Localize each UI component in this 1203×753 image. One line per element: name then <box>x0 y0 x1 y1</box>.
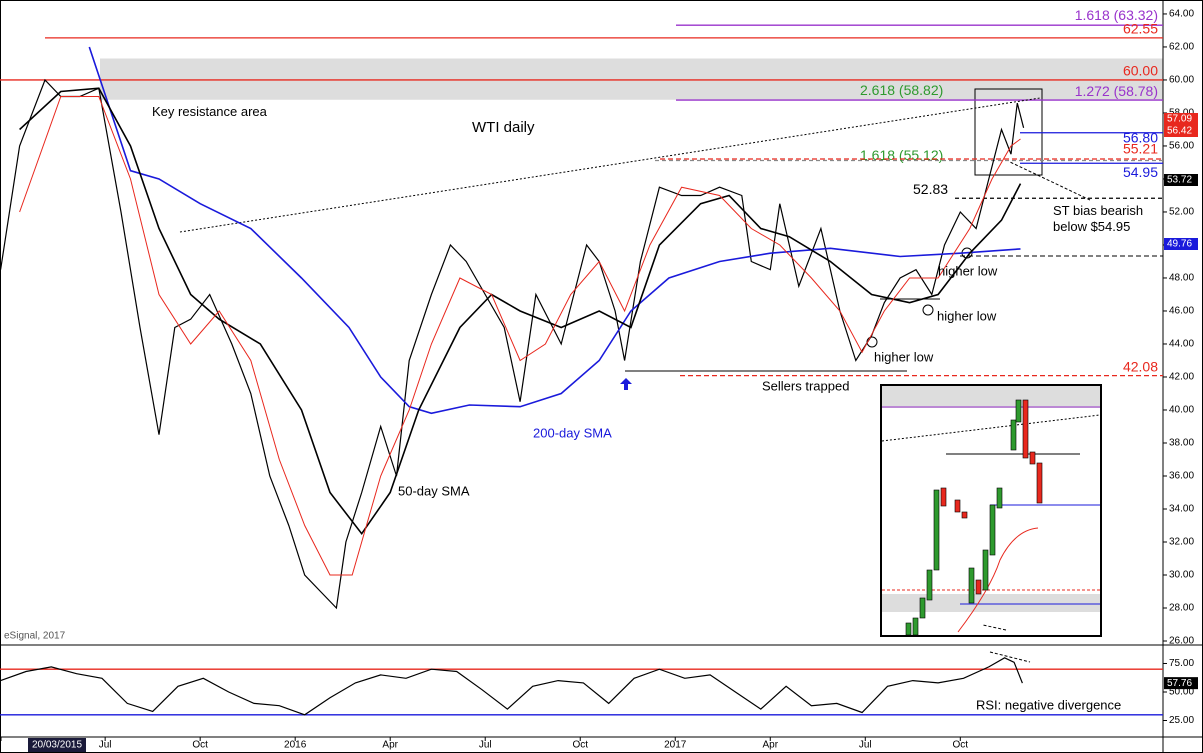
x-tick-label: Apr <box>382 740 398 751</box>
annotation: Sellers trapped <box>762 378 849 393</box>
rsi-badge <box>1164 677 1198 690</box>
y-tick-label: 52.00 <box>1169 207 1194 218</box>
y-tick-label: 38.00 <box>1169 438 1194 449</box>
inset-trendline <box>881 414 1101 442</box>
annotation: higher low <box>938 263 998 278</box>
y-tick-label: 30.00 <box>1169 570 1194 581</box>
level-label: 1.272 (58.78) <box>1075 83 1158 99</box>
y-tick-label: 25.00 <box>1169 715 1194 726</box>
level-label: 1.618 (63.32) <box>1075 7 1158 23</box>
y-tick-label: 60.00 <box>1169 75 1194 86</box>
series-line <box>88 46 1021 415</box>
price-badge <box>1164 113 1198 125</box>
inset <box>880 384 1102 637</box>
inset-zone <box>882 386 1100 408</box>
marker-circle <box>922 304 934 316</box>
arrow-marker <box>620 378 632 390</box>
level-label: 62.55 <box>1123 21 1158 37</box>
y-tick-label: 64.00 <box>1169 9 1194 20</box>
price-badge-label: 49.76 <box>1167 239 1192 250</box>
x-tick-bg <box>28 738 86 752</box>
price-badge <box>1164 174 1198 186</box>
annotation: higher low <box>937 308 997 323</box>
y-tick-label: 36.00 <box>1169 471 1194 482</box>
x-tick-label: Apr <box>762 740 778 751</box>
inset-arrow <box>982 624 1007 631</box>
inset-zone <box>882 594 1100 612</box>
y-tick-label: 32.00 <box>1169 537 1194 548</box>
series-line <box>19 96 1021 576</box>
y-tick-label: 34.00 <box>1169 504 1194 515</box>
inset-sma <box>957 527 1039 633</box>
annotation: higher low <box>874 349 934 364</box>
annotation: RSI: negative divergence <box>976 697 1121 712</box>
x-tick-label: 20/03/2015 <box>32 740 82 751</box>
price-line <box>0 657 1023 716</box>
x-tick-label: 2016 <box>284 740 307 751</box>
level-label: 56.80 <box>1123 129 1158 145</box>
level-label: 52.83 <box>913 181 948 197</box>
level-label: 55.21 <box>1123 141 1158 157</box>
price-badge <box>1164 125 1198 137</box>
y-tick-label: 50.00 <box>1169 687 1194 698</box>
annotation: ST bias bearish below $54.95 <box>1053 203 1143 234</box>
annotation: Key resistance area <box>152 104 268 119</box>
price-badge-label: 53.72 <box>1167 175 1192 186</box>
x-tick-label: Jul <box>859 740 872 751</box>
x-tick-label: Oct <box>192 740 208 751</box>
x-tick-label: Oct <box>572 740 588 751</box>
x-tick-label: 2017 <box>664 740 687 751</box>
resistance-zone <box>100 58 1163 100</box>
y-tick-label: 44.00 <box>1169 339 1194 350</box>
level-label: 2.618 (58.82) <box>860 82 943 98</box>
y-tick-label: 75.00 <box>1169 658 1194 669</box>
level-label: 42.08 <box>1123 358 1158 374</box>
rsi-badge-label: 57.76 <box>1167 678 1192 689</box>
y-tick-label: 40.00 <box>1169 405 1194 416</box>
y-tick-label: 26.00 <box>1169 636 1194 647</box>
inset-candles <box>940 399 1043 595</box>
price-badge <box>1164 238 1198 250</box>
source: eSignal, 2017 <box>4 631 66 642</box>
y-tick-label: 28.00 <box>1169 603 1194 614</box>
trendline <box>179 97 1041 233</box>
series-line <box>19 87 1022 536</box>
price-badge-label: 57.09 <box>1167 114 1192 125</box>
x-tick-label: Jul <box>99 740 112 751</box>
level-label: 60.00 <box>1123 63 1158 79</box>
price-badge-label: 56.42 <box>1167 126 1192 137</box>
zoom-box <box>974 88 1043 176</box>
y-tick-label: 62.00 <box>1169 42 1194 53</box>
level-label: 1.618 (55.12) <box>860 147 943 163</box>
y-tick-label: 56.00 <box>1169 141 1194 152</box>
y-tick-label: 48.00 <box>1169 273 1194 284</box>
y-tick-label: 42.00 <box>1169 372 1194 383</box>
annotation: 50-day SMA <box>398 483 470 498</box>
annotation: 200-day SMA <box>533 425 612 440</box>
chart-title: WTI daily <box>472 119 535 136</box>
background-layer: Key resistance area <box>100 58 1163 119</box>
pointer <box>989 651 1031 663</box>
x-tick-label: Jul <box>479 740 492 751</box>
x-tick-label: Oct <box>953 740 969 751</box>
inset-candles <box>905 399 1022 636</box>
price-line <box>0 78 1025 610</box>
y-tick-label: 46.00 <box>1169 306 1194 317</box>
level-label: 54.95 <box>1123 164 1158 180</box>
